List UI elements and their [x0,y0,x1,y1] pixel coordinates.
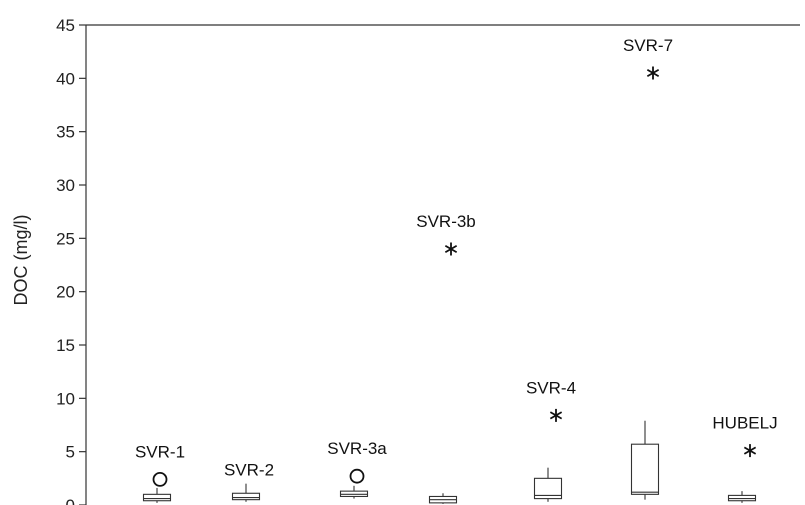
y-tick-label: 0 [66,496,75,505]
station-label: SVR-3b [416,212,476,231]
iqr-box [142,493,172,502]
y-tick-label: 20 [56,283,75,302]
boxes: SVR-1 SVR-2 SVR-3a SVR-3b SVR-4 SVR-7 HUBELJ [135,36,778,504]
y-tick-label: 25 [56,229,75,248]
y-tick-label: 15 [56,336,75,355]
y-tick-label: 35 [56,123,75,142]
iqr-box [533,477,563,500]
station-label: SVR-2 [224,461,274,480]
axes [85,24,800,505]
station-label: SVR-7 [623,36,673,55]
extreme-star [549,408,563,422]
box-hubelj: HUBELJ [712,414,778,503]
box-svr-2: SVR-2 [224,461,274,502]
station-label: HUBELJ [712,414,777,433]
box-svr-3b: SVR-3b [416,212,476,504]
y-tick-label: 40 [56,69,75,88]
extreme-star [743,444,757,458]
box-svr-4: SVR-4 [526,378,576,502]
station-label: SVR-1 [135,442,185,461]
y-tick-label: 30 [56,176,75,195]
outlier-circle [349,468,365,484]
iqr-box [231,492,261,501]
y-axis-label: DOC (mg/l) [11,215,31,306]
extreme-star [444,242,458,256]
y-tick-label: 45 [56,16,75,35]
station-label: SVR-4 [526,378,576,397]
outlier-circle [152,471,168,487]
iqr-box [630,443,660,495]
box-svr-1: SVR-1 [135,442,185,503]
y-ticks: 0 5 10 15 20 25 30 35 40 45 [56,16,86,505]
extreme-star [646,66,660,80]
station-label: SVR-3a [327,439,387,458]
y-tick-label: 5 [66,443,75,462]
box-svr-7: SVR-7 [623,36,673,500]
box-svr-3a: SVR-3a [327,439,387,499]
y-tick-label: 10 [56,389,75,408]
